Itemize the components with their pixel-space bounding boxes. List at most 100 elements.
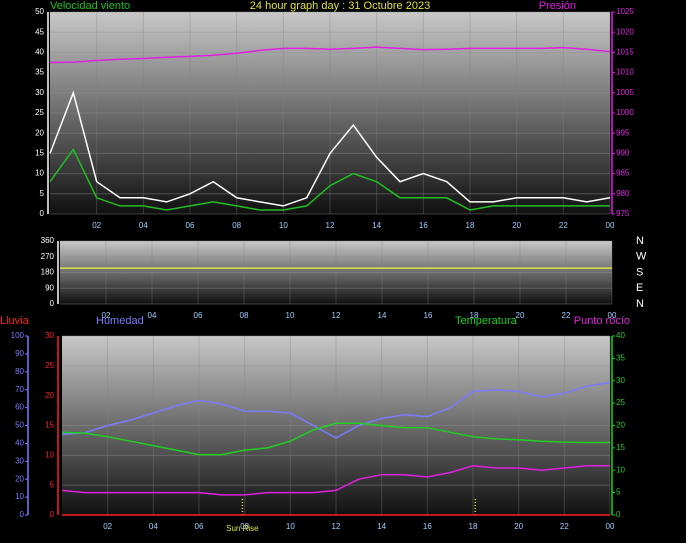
x-tick-label: 22	[559, 221, 568, 230]
y2-tick-label: 980	[616, 189, 630, 198]
y2-tick-label: 1005	[616, 88, 634, 97]
x-tick-label: 00	[606, 221, 615, 230]
x-tick-label: 08	[240, 522, 249, 531]
y2-tick-label: 5	[616, 488, 621, 497]
y2-tick-label: 1015	[616, 48, 634, 57]
plot-area	[50, 12, 610, 214]
series-label: Presión	[539, 0, 576, 12]
sunrise-label: Sun Rise	[226, 524, 259, 533]
x-tick-label: 10	[279, 221, 288, 230]
x-tick-label: 06	[186, 221, 195, 230]
y3-tick-label: 70	[15, 385, 24, 394]
x-tick-label: 04	[148, 311, 157, 320]
series-line	[61, 465, 610, 496]
x-tick-label: 04	[149, 522, 158, 531]
x-tick-label: 14	[372, 221, 381, 230]
series-label: Humedad	[96, 315, 144, 327]
y-tick-label: 20	[35, 128, 44, 137]
y2-tick-label: 35	[616, 353, 625, 362]
y-tick-label: 45	[35, 27, 44, 36]
x-tick-label: 08	[240, 311, 249, 320]
y2-tick-label: 10	[616, 465, 625, 474]
y3-tick-label: 50	[15, 421, 24, 430]
y2-tick-label: 1010	[616, 68, 634, 77]
x-tick-label: 20	[516, 311, 525, 320]
x-tick-label: 12	[326, 221, 335, 230]
y-tick-label: 20	[45, 391, 54, 400]
x-tick-label: 06	[195, 522, 204, 531]
x-tick-label: 02	[92, 221, 101, 230]
y3-tick-label: 40	[15, 439, 24, 448]
y-tick-label: 0	[50, 510, 55, 519]
y-tick-label: 30	[45, 331, 54, 340]
x-tick-label: 22	[562, 311, 571, 320]
y3-tick-label: 0	[20, 510, 25, 519]
series-line	[61, 422, 610, 456]
y2-tick-label: E	[636, 282, 643, 294]
y2-tick-label: S	[636, 266, 643, 278]
x-tick-label: 14	[378, 311, 387, 320]
y2-tick-label: 995	[616, 128, 630, 137]
y-tick-label: 270	[41, 252, 55, 261]
y2-tick-label: N	[636, 235, 644, 247]
series-line	[61, 381, 611, 439]
y-tick-label: 15	[45, 421, 54, 430]
y2-tick-label: 15	[616, 443, 625, 452]
y2-tick-label: 1020	[616, 27, 634, 36]
y2-tick-label: 990	[616, 149, 630, 158]
y2-tick-label: 1000	[616, 108, 634, 117]
x-tick-label: 14	[377, 522, 386, 531]
y2-tick-label: 25	[616, 398, 625, 407]
plot-area	[60, 241, 612, 304]
x-tick-label: 02	[103, 522, 112, 531]
x-tick-label: 18	[469, 522, 478, 531]
y-tick-label: 15	[35, 149, 44, 158]
x-tick-label: 18	[466, 221, 475, 230]
y2-tick-label: W	[636, 251, 647, 263]
x-tick-label: 10	[286, 522, 295, 531]
y-tick-label: 5	[40, 189, 45, 198]
x-tick-label: 04	[139, 221, 148, 230]
y-tick-label: 10	[35, 169, 44, 178]
x-tick-label: 20	[514, 522, 523, 531]
y2-tick-label: 0	[616, 510, 621, 519]
x-tick-label: 12	[332, 522, 341, 531]
y-tick-label: 10	[45, 450, 54, 459]
y3-tick-label: 100	[11, 331, 25, 340]
y-tick-label: 5	[50, 480, 55, 489]
y-tick-label: 360	[41, 236, 55, 245]
plot-area	[62, 336, 610, 515]
y-tick-label: 90	[45, 283, 54, 292]
y2-tick-label: 1025	[616, 7, 634, 16]
y-tick-label: 180	[41, 268, 55, 277]
y-tick-label: 0	[40, 209, 45, 218]
x-tick-label: 16	[419, 221, 428, 230]
x-tick-label: 08	[232, 221, 241, 230]
series-line	[49, 147, 610, 211]
y2-tick-label: 30	[616, 376, 625, 385]
chart-title: 24 hour graph day : 31 Octubre 2023	[250, 0, 430, 12]
y-tick-label: 25	[45, 361, 54, 370]
series-label: Velocidad viento	[50, 0, 130, 12]
series-label: Lluvia	[0, 315, 30, 327]
y3-tick-label: 60	[15, 403, 24, 412]
y2-tick-label: 975	[616, 209, 630, 218]
y-tick-label: 0	[50, 299, 55, 308]
x-tick-label: 06	[194, 311, 203, 320]
series-label: Punto rocío	[574, 315, 630, 327]
y-tick-label: 40	[35, 48, 44, 57]
y-tick-label: 25	[35, 108, 44, 117]
x-tick-label: 10	[286, 311, 295, 320]
x-tick-label: 16	[424, 311, 433, 320]
x-tick-label: 20	[512, 221, 521, 230]
y-tick-label: 35	[35, 68, 44, 77]
x-tick-label: 00	[608, 311, 617, 320]
y2-tick-label: 40	[616, 331, 625, 340]
y-tick-label: 30	[35, 88, 44, 97]
y3-tick-label: 30	[15, 456, 24, 465]
y3-tick-label: 10	[15, 492, 24, 501]
y3-tick-label: 80	[15, 367, 24, 376]
y-tick-label: 50	[35, 7, 44, 16]
x-tick-label: 16	[423, 522, 432, 531]
